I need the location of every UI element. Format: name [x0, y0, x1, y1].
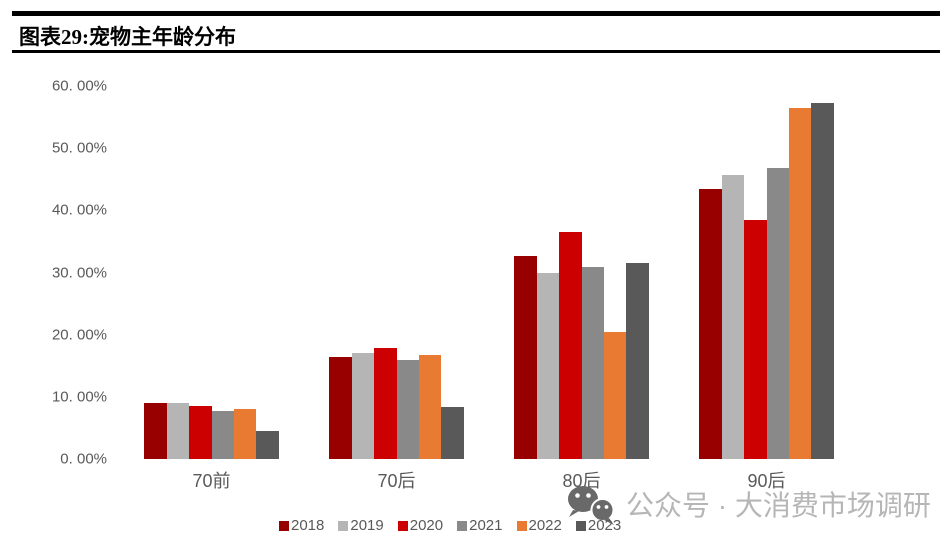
- legend-swatch-2019: [338, 520, 349, 531]
- watermark-text: 公众号 · 大消费市场调研: [626, 490, 931, 521]
- wechat-icon: [568, 486, 615, 525]
- bar-2022-80后: [603, 331, 627, 459]
- header-rule-bottom: [12, 50, 940, 53]
- y-tick-label: 30. 00%: [51, 264, 107, 281]
- legend-label-2019: 2019: [350, 517, 384, 534]
- y-tick-label: 60. 00%: [51, 77, 107, 95]
- legend-item-2022: 2022: [516, 517, 562, 534]
- bar-2018-80后: [514, 255, 537, 459]
- y-tick-label: 40. 00%: [51, 201, 107, 219]
- bar-group-80后: [489, 86, 674, 459]
- bar-2019-70前: [166, 403, 190, 459]
- legend-item-2021: 2021: [457, 517, 503, 534]
- bar-2021-70前: [211, 410, 234, 459]
- bar-2020-70后: [374, 347, 397, 459]
- legend-label-2022: 2022: [528, 517, 562, 534]
- bar-2021-70后: [396, 359, 419, 459]
- legend-label-2023: 2023: [587, 517, 622, 534]
- x-category-label-70前: 70前: [192, 471, 231, 491]
- legend-swatch-2020: [397, 520, 408, 531]
- legend-swatch-2021: [457, 520, 468, 531]
- x-category-label-80后: 80后: [562, 471, 601, 491]
- bar-2021-90后: [766, 168, 789, 459]
- bar-2020-80后: [559, 232, 582, 459]
- plot-area: [119, 86, 859, 459]
- legend-item-2019: 2019: [338, 517, 384, 534]
- y-tick-label: 0. 00%: [60, 450, 107, 468]
- y-tick-label: 10. 00%: [51, 388, 107, 406]
- x-category-label-90后: 90后: [747, 471, 786, 491]
- bar-2018-90后: [699, 189, 722, 459]
- legend-item-2018: 2018: [279, 517, 324, 534]
- bar-2020-70前: [189, 406, 212, 459]
- legend-swatch-2018: [279, 520, 289, 531]
- bar-2023-80后: [626, 263, 649, 459]
- bar-2021-80后: [581, 266, 604, 459]
- legend-label-2021: 2021: [469, 517, 503, 534]
- watermark: 公众号 · 大消费市场调研: [562, 483, 931, 527]
- y-tick-label: 20. 00%: [51, 326, 107, 344]
- y-tick-label: 50. 00%: [51, 139, 107, 157]
- legend-label-2018: 2018: [291, 517, 325, 534]
- bar-2019-80后: [536, 272, 560, 459]
- legend-swatch-2023: [575, 520, 586, 531]
- header-rule-top: [12, 11, 940, 16]
- chart-title: 图表29:宠物主年龄分布: [19, 25, 236, 49]
- bar-2023-70前: [256, 431, 279, 459]
- bar-2022-90后: [788, 107, 812, 459]
- bar-2022-70前: [233, 409, 257, 459]
- x-category-label-70后: 70后: [377, 471, 416, 491]
- bar-2023-90后: [811, 103, 834, 459]
- bar-group-90后: [674, 86, 859, 459]
- bar-2023-70后: [441, 407, 464, 459]
- bar-2019-70后: [351, 353, 375, 459]
- bar-2018-70后: [329, 357, 352, 459]
- bar-2019-90后: [721, 174, 745, 459]
- legend-label-2020: 2020: [409, 517, 444, 534]
- bar-2020-90后: [744, 219, 767, 459]
- bar-2018-70前: [144, 403, 167, 459]
- legend: 2018 2019 2020 2021 2022 2023: [279, 517, 621, 534]
- legend-swatch-2022: [516, 520, 527, 531]
- bar-2022-70后: [418, 354, 442, 459]
- legend-item-2023: 2023: [575, 517, 622, 534]
- legend-item-2020: 2020: [397, 517, 444, 534]
- bar-group-70后: [304, 86, 489, 459]
- bar-group-70前: [119, 86, 304, 459]
